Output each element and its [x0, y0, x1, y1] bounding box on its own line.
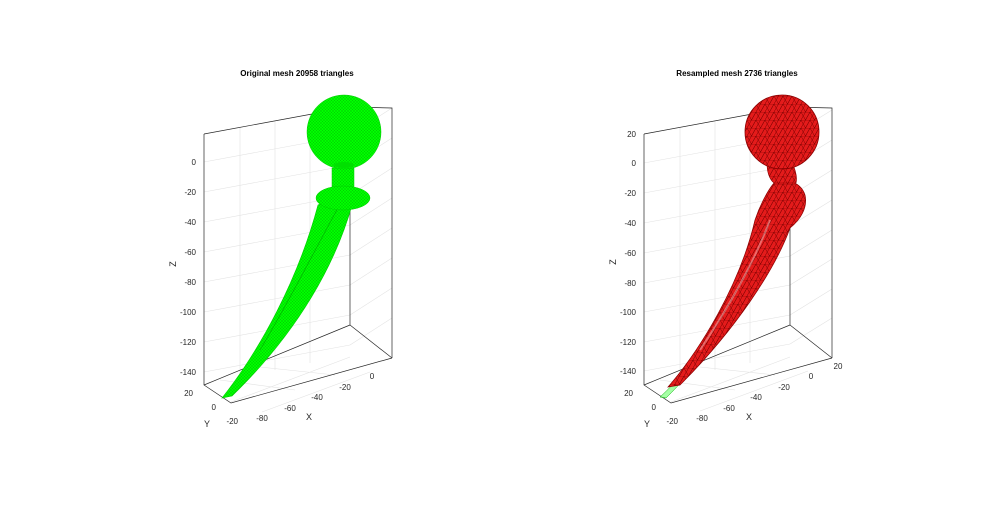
left-y-ticks: 20 0 -20: [184, 389, 238, 426]
right-z-tick: -100: [620, 308, 637, 317]
right-z-tick: -80: [624, 279, 636, 288]
left-y-tick: -20: [226, 417, 238, 426]
left-x-tick: -20: [339, 383, 351, 392]
right-mesh: [667, 94, 820, 388]
right-title: Resampled mesh 2736 triangles: [676, 69, 798, 78]
right-x-tick: 0: [809, 372, 814, 381]
left-mesh: [221, 94, 382, 399]
left-z-tick: 0: [192, 158, 197, 167]
right-x-tick: -40: [750, 393, 762, 402]
right-z-tick: -40: [624, 219, 636, 228]
right-z-label: Z: [608, 259, 618, 265]
left-x-tick: -80: [256, 414, 268, 423]
left-grid: [203, 107, 393, 413]
right-z-tick: -20: [624, 189, 636, 198]
right-x-tick: 20: [834, 362, 843, 371]
left-z-ticks: 0 -20 -40 -60 -80 -100 -120 -140: [180, 158, 197, 377]
right-plot: Resampled mesh 2736 triangles: [608, 69, 843, 429]
left-z-tick: -100: [180, 308, 197, 317]
right-x-label: X: [746, 412, 752, 422]
right-z-tick: 0: [632, 159, 637, 168]
right-x-tick: -20: [778, 383, 790, 392]
right-y-tick: -20: [666, 417, 678, 426]
left-z-tick: -140: [180, 368, 197, 377]
left-y-label: Y: [204, 419, 210, 429]
right-z-tick: -120: [620, 338, 637, 347]
left-x-ticks: -80 -60 -40 -20 0: [256, 372, 375, 423]
right-y-label: Y: [644, 419, 650, 429]
right-x-tick: -80: [696, 414, 708, 423]
right-x-tick: -60: [723, 404, 735, 413]
left-z-tick: -60: [184, 248, 196, 257]
left-z-tick: -80: [184, 278, 196, 287]
right-z-tick: -60: [624, 249, 636, 258]
left-z-label: Z: [168, 261, 178, 267]
left-z-tick: -20: [184, 188, 196, 197]
right-x-ticks: -80 -60 -40 -20 0 20: [696, 362, 843, 423]
right-z-ticks: 20 0 -20 -40 -60 -80 -100 -120 -140: [620, 130, 637, 376]
left-z-tick: -120: [180, 338, 197, 347]
left-x-tick: -40: [311, 393, 323, 402]
left-z-tick: -40: [184, 218, 196, 227]
left-y-tick: 20: [184, 389, 193, 398]
left-title: Original mesh 20958 triangles: [240, 69, 354, 78]
left-x-tick: -60: [284, 404, 296, 413]
right-y-ticks: 20 0 -20: [624, 389, 678, 426]
right-z-tick: -140: [620, 367, 637, 376]
right-y-tick: 20: [624, 389, 633, 398]
left-x-label: X: [306, 412, 312, 422]
right-z-tick: 20: [627, 130, 636, 139]
right-y-tick: 0: [652, 403, 657, 412]
left-y-tick: 0: [212, 403, 217, 412]
left-plot: Original mesh 20958 triangles: [168, 69, 393, 429]
left-x-tick: 0: [370, 372, 375, 381]
